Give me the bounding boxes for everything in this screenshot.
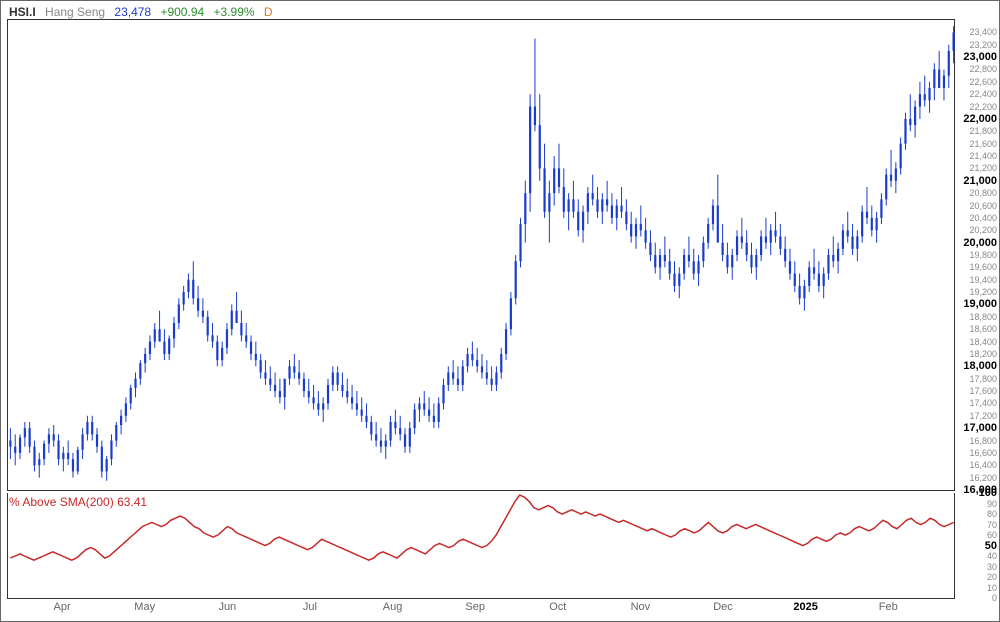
price-tick-minor: 18,200 (969, 349, 997, 359)
ind-tick-minor: 10 (987, 583, 997, 593)
price-tick-minor: 21,800 (969, 126, 997, 136)
price-tick-minor: 21,400 (969, 151, 997, 161)
indicator-value: 63.41 (117, 495, 147, 509)
price-tick-minor: 19,800 (969, 250, 997, 260)
price-tick-major: 17,000 (963, 422, 997, 434)
price-tick-minor: 21,600 (969, 139, 997, 149)
price-panel[interactable] (7, 19, 955, 491)
x-tick-minor: Feb (879, 601, 898, 613)
price-tick-minor: 17,800 (969, 374, 997, 384)
indicator-label: % Above SMA(200) 63.41 (9, 495, 147, 509)
ind-tick-major: 100 (979, 487, 997, 499)
price-tick-minor: 22,200 (969, 102, 997, 112)
price-tick-minor: 21,200 (969, 163, 997, 173)
interval-label: D (264, 5, 273, 19)
indicator-name: % Above SMA(200) (9, 495, 114, 509)
price-tick-minor: 17,200 (969, 411, 997, 421)
price-tick-minor: 18,400 (969, 337, 997, 347)
price-tick-minor: 22,800 (969, 64, 997, 74)
ind-tick-minor: 80 (987, 509, 997, 519)
price-y-axis: 16,200 16,400 16,600 16,800 17,200 17,400 17,6… (955, 19, 999, 491)
x-tick-minor: Jul (303, 601, 317, 613)
chart-header: HSI.I Hang Seng 23,478 +900.94 +3.99% D (9, 5, 279, 19)
price-tick-minor: 23,400 (969, 27, 997, 37)
indicator-panel[interactable] (7, 493, 955, 599)
indicator-svg (8, 493, 956, 598)
price-tick-minor: 18,600 (969, 324, 997, 334)
price-tick-minor: 16,200 (969, 473, 997, 483)
indicator-y-axis: 0102030405060708090100 (955, 493, 999, 599)
price-tick-minor: 22,400 (969, 89, 997, 99)
x-tick-minor: Jun (218, 601, 236, 613)
ind-tick-major: 50 (985, 540, 997, 552)
ind-tick-minor: 70 (987, 520, 997, 530)
ind-tick-minor: 20 (987, 572, 997, 582)
price-tick-minor: 20,800 (969, 188, 997, 198)
price-tick-minor: 23,200 (969, 40, 997, 50)
price-tick-minor: 19,400 (969, 275, 997, 285)
price-tick-minor: 20,400 (969, 213, 997, 223)
x-tick-minor: Oct (549, 601, 566, 613)
price-tick-major: 21,000 (963, 175, 997, 187)
last-price: 23,478 (114, 5, 151, 19)
ind-tick-minor: 90 (987, 499, 997, 509)
x-tick-minor: Nov (631, 601, 651, 613)
symbol-text: HSI.I (9, 5, 36, 19)
ind-tick-minor: 60 (987, 530, 997, 540)
price-tick-major: 19,000 (963, 298, 997, 310)
price-tick-minor: 16,800 (969, 436, 997, 446)
ind-tick-minor: 30 (987, 562, 997, 572)
chart-container: HSI.I Hang Seng 23,478 +900.94 +3.99% D … (0, 0, 1000, 622)
price-tick-minor: 17,600 (969, 386, 997, 396)
change-pct: +3.99% (214, 5, 255, 19)
x-axis: Apr May Jun Jul Aug Sep Oct Nov Dec 2025 Feb (7, 599, 955, 619)
x-tick-minor: Aug (383, 601, 403, 613)
instrument-name: Hang Seng (45, 5, 105, 19)
price-tick-minor: 18,800 (969, 312, 997, 322)
x-tick-minor: Apr (54, 601, 71, 613)
price-tick-minor: 16,600 (969, 448, 997, 458)
price-tick-minor: 20,600 (969, 201, 997, 211)
x-tick-minor: Sep (465, 601, 485, 613)
price-tick-minor: 22,600 (969, 77, 997, 87)
x-tick-minor: May (134, 601, 155, 613)
candlestick-svg (8, 20, 956, 490)
price-tick-major: 23,000 (963, 51, 997, 63)
price-tick-major: 20,000 (963, 237, 997, 249)
price-tick-minor: 20,200 (969, 225, 997, 235)
price-tick-minor: 17,400 (969, 398, 997, 408)
price-tick-minor: 16,400 (969, 460, 997, 470)
change-abs: +900.94 (160, 5, 204, 19)
x-tick-minor: Dec (713, 601, 733, 613)
price-tick-minor: 19,600 (969, 262, 997, 272)
price-tick-minor: 19,200 (969, 287, 997, 297)
x-tick-major: 2025 (793, 601, 817, 613)
ind-tick-minor: 0 (992, 593, 997, 603)
ind-tick-minor: 40 (987, 551, 997, 561)
price-tick-major: 22,000 (963, 113, 997, 125)
price-tick-major: 18,000 (963, 360, 997, 372)
